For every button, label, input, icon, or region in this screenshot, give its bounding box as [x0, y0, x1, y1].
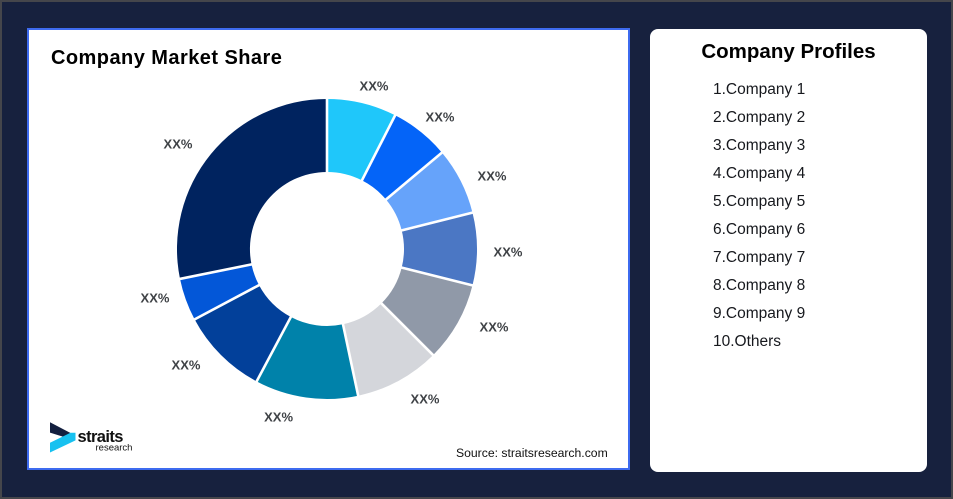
svg-text:XX%: XX%: [264, 409, 293, 424]
svg-text:XX%: XX%: [478, 169, 507, 184]
svg-text:straits: straits: [78, 428, 124, 446]
svg-text:XX%: XX%: [360, 79, 389, 94]
svg-text:XX%: XX%: [480, 320, 509, 335]
svg-text:research: research: [96, 443, 133, 454]
svg-text:XX%: XX%: [141, 291, 170, 306]
svg-text:XX%: XX%: [494, 245, 523, 260]
svg-text:XX%: XX%: [411, 392, 440, 407]
svg-text:XX%: XX%: [426, 110, 455, 125]
svg-text:XX%: XX%: [172, 358, 201, 373]
svg-text:XX%: XX%: [164, 137, 193, 152]
